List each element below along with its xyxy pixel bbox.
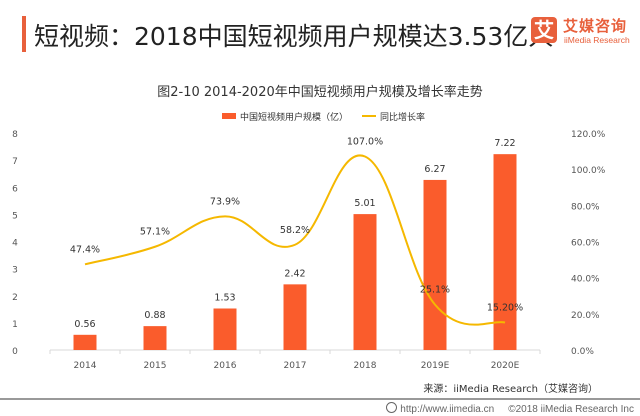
- left-tick-label: 4: [12, 239, 18, 249]
- globe-icon: [386, 402, 398, 413]
- x-tick-label: 2017: [284, 361, 307, 371]
- line-value-label: 58.2%: [280, 225, 310, 236]
- x-tick-label: 2014: [74, 361, 97, 371]
- title-accent-bar: [22, 16, 26, 52]
- page-title: 短视频：2018中国短视频用户规模达3.53亿人: [34, 22, 554, 51]
- line-value-label: 47.4%: [70, 244, 100, 255]
- left-tick-label: 5: [12, 211, 18, 221]
- footer-divider: [0, 398, 640, 400]
- x-tick-label: 2016: [214, 361, 237, 371]
- right-tick-label: 100.0%: [571, 166, 606, 176]
- footer-url[interactable]: http://www.iimedia.cn: [400, 404, 495, 415]
- right-tick-label: 80.0%: [571, 202, 600, 212]
- legend-bar-label: 中国短视频用户规模（亿）: [240, 111, 348, 123]
- right-tick-label: 120.0%: [571, 130, 606, 140]
- bar-value-label: 1.53: [214, 292, 235, 303]
- logo-english-name: iiMedia Research: [564, 35, 630, 45]
- bar-value-label: 6.27: [424, 164, 445, 175]
- source-note: 来源：iiMedia Research（艾媒咨询）: [423, 384, 598, 395]
- bar-value-label: 0.56: [74, 319, 95, 330]
- right-tick-label: 40.0%: [571, 275, 600, 285]
- bar: [213, 308, 237, 350]
- line-value-label: 25.1%: [420, 285, 450, 296]
- bar: [353, 214, 377, 350]
- chart-title: 图2-10 2014-2020年中国短视频用户规模及增长率走势: [157, 85, 483, 100]
- right-tick-label: 0.0%: [571, 347, 594, 357]
- bar-value-label: 2.42: [284, 268, 305, 279]
- logo-mark-icon: 艾: [531, 17, 557, 43]
- left-tick-label: 8: [12, 130, 18, 140]
- left-tick-label: 1: [12, 320, 18, 330]
- x-tick-label: 2020E: [491, 361, 520, 371]
- bar-series: [73, 154, 517, 350]
- left-tick-label: 0: [12, 347, 18, 357]
- x-axis: 2014 2015 2016 2017 2018 2019E 2020E: [49, 349, 541, 371]
- bar: [73, 334, 97, 350]
- legend-bar-swatch: [222, 113, 236, 119]
- line-value-label: 107.0%: [347, 137, 383, 148]
- left-tick-label: 7: [12, 157, 18, 167]
- footer-copyright: ©2018 iiMedia Research Inc: [508, 404, 634, 415]
- line-value-label: 57.1%: [140, 227, 170, 238]
- bar: [493, 154, 517, 350]
- line-series: [84, 154, 506, 326]
- left-tick-label: 3: [12, 266, 18, 276]
- legend-line-label: 同比增长率: [380, 111, 425, 123]
- right-tick-label: 20.0%: [571, 311, 600, 321]
- data-labels: 0.56 0.88 1.53 2.42 5.01 6.27 7.22 47.4% 57.1% 73…: [70, 137, 523, 330]
- left-tick-label: 6: [12, 184, 18, 194]
- right-tick-label: 60.0%: [571, 239, 600, 249]
- footer: http://www.iimedia.cn ©2018 iiMedia Resea…: [386, 402, 634, 415]
- bar-value-label: 7.22: [494, 138, 515, 149]
- line-value-label: 15.20%: [487, 303, 523, 314]
- bar: [143, 326, 167, 350]
- left-tick-label: 2: [12, 293, 18, 303]
- line-value-label: 73.9%: [210, 196, 240, 207]
- bar-value-label: 5.01: [354, 198, 375, 209]
- right-axis: 0.0% 20.0% 40.0% 60.0% 80.0% 100.0% 120.0%: [571, 130, 606, 357]
- iimedia-logo: 艾 艾媒咨询 iiMedia Research: [531, 17, 640, 49]
- growth-rate-line: [84, 154, 506, 326]
- x-tick-label: 2015: [144, 361, 167, 371]
- x-tick-label: 2019E: [421, 361, 450, 371]
- left-axis: 0 1 2 3 4 5 6 7 8: [12, 130, 18, 357]
- bar: [423, 179, 447, 350]
- logo-chinese-name: 艾媒咨询: [563, 17, 628, 35]
- bar: [283, 284, 307, 350]
- x-tick-label: 2018: [354, 361, 377, 371]
- legend: 中国短视频用户规模（亿） 同比增长率: [222, 111, 425, 123]
- bar-value-label: 0.88: [144, 310, 165, 321]
